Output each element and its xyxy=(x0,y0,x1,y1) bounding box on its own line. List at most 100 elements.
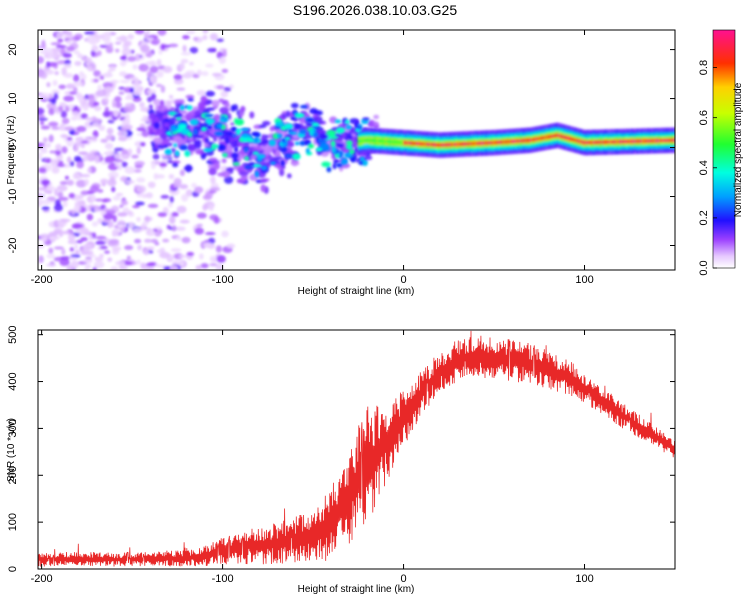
noise-speckle xyxy=(60,110,67,118)
noise-speckle xyxy=(104,155,116,162)
noise-speckle xyxy=(157,229,163,234)
noise-speckle xyxy=(53,92,59,101)
noise-speckle xyxy=(75,179,87,188)
noise-speckle xyxy=(215,245,222,253)
ridge-blob xyxy=(211,144,219,149)
ridge-segment xyxy=(438,143,441,148)
ridge-segment xyxy=(431,142,433,147)
ridge-segment xyxy=(422,142,424,146)
noise-speckle xyxy=(152,98,161,106)
noise-speckle xyxy=(49,235,60,241)
noise-speckle xyxy=(102,72,113,78)
ridge-segment xyxy=(643,139,646,143)
x-tick-label: 100 xyxy=(575,274,593,286)
noise-speckle xyxy=(107,257,113,262)
ridge-segment xyxy=(466,141,469,146)
noise-speckle xyxy=(70,260,79,269)
noise-speckle xyxy=(94,256,104,262)
ridge-segment xyxy=(562,135,565,139)
noise-speckle xyxy=(105,45,112,54)
ridge-blob xyxy=(345,120,350,124)
ridge-blob xyxy=(334,119,342,124)
noise-speckle xyxy=(168,174,175,180)
noise-speckle xyxy=(169,216,176,225)
noise-speckle xyxy=(45,263,57,267)
noise-speckle xyxy=(168,94,174,99)
cloud-speckle xyxy=(170,147,177,153)
noise-speckle xyxy=(76,240,83,244)
noise-speckle xyxy=(57,105,64,112)
noise-speckle xyxy=(106,127,114,135)
chart-title: S196.2026.038.10.03.G25 xyxy=(292,2,458,18)
noise-speckle xyxy=(178,254,187,259)
noise-speckle xyxy=(54,188,59,197)
cloud-speckle xyxy=(348,127,359,134)
ridge-segment xyxy=(421,141,423,146)
ridge-segment xyxy=(471,141,474,146)
noise-speckle xyxy=(131,154,139,159)
ridge-blob xyxy=(285,153,294,159)
ridge-segment xyxy=(671,138,674,143)
noise-speckle xyxy=(179,62,185,71)
noise-speckle xyxy=(93,70,101,77)
noise-speckle xyxy=(182,35,190,40)
noise-speckle xyxy=(46,82,51,88)
noise-speckle xyxy=(175,236,182,241)
noise-speckle xyxy=(200,263,209,269)
noise-speckle xyxy=(119,60,127,67)
ridge-segment xyxy=(394,140,397,145)
ridge-segment xyxy=(664,138,666,143)
noise-speckle xyxy=(90,49,96,58)
noise-speckle xyxy=(173,78,184,85)
noise-speckle xyxy=(99,178,109,184)
ridge-blob xyxy=(236,128,241,136)
noise-speckle xyxy=(92,266,97,270)
ridge-segment xyxy=(497,140,499,145)
ridge-blob xyxy=(217,144,226,151)
ridge-segment xyxy=(524,138,527,143)
cloud-speckle xyxy=(194,110,201,117)
ridge-blob xyxy=(189,119,199,126)
noise-speckle xyxy=(181,73,193,79)
ridge-segment xyxy=(505,139,508,144)
noise-speckle xyxy=(56,163,66,168)
ridge-blob xyxy=(187,131,193,138)
ridge-segment xyxy=(611,139,613,144)
noise-speckle xyxy=(53,107,59,113)
noise-speckle xyxy=(38,186,47,191)
ridge-segment xyxy=(578,139,580,144)
spectrogram-heatmap xyxy=(38,30,675,270)
noise-speckle xyxy=(68,192,76,199)
ridge-segment xyxy=(507,139,509,144)
ridge-segment xyxy=(546,135,549,140)
ridge-segment xyxy=(440,143,442,148)
noise-speckle xyxy=(94,105,102,112)
ridge-segment xyxy=(453,142,456,147)
ridge-segment xyxy=(545,135,547,140)
ridge-segment xyxy=(380,139,383,144)
ridge-blob xyxy=(244,165,253,169)
noise-speckle xyxy=(171,225,177,232)
ridge-segment xyxy=(360,139,362,144)
noise-speckle xyxy=(77,151,89,155)
ridge-blob xyxy=(345,145,353,150)
ridge-segment xyxy=(592,140,594,145)
cloud-speckle xyxy=(285,110,291,118)
ridge-segment xyxy=(597,140,599,145)
ridge-segment xyxy=(386,139,389,144)
noise-speckle xyxy=(98,125,106,131)
ridge-segment xyxy=(432,142,435,147)
x-tick-label: -200 xyxy=(31,573,53,585)
ridge-segment xyxy=(651,138,654,143)
noise-speckle xyxy=(67,104,76,108)
ridge-segment xyxy=(668,138,670,143)
noise-speckle xyxy=(115,48,120,53)
ridge-segment xyxy=(519,138,522,143)
ridge-blob xyxy=(326,162,331,166)
noise-speckle xyxy=(213,73,220,77)
cloud-speckle xyxy=(194,141,202,149)
ridge-segment xyxy=(636,139,638,144)
ridge-segment xyxy=(559,133,561,138)
ridge-segment xyxy=(645,139,647,143)
